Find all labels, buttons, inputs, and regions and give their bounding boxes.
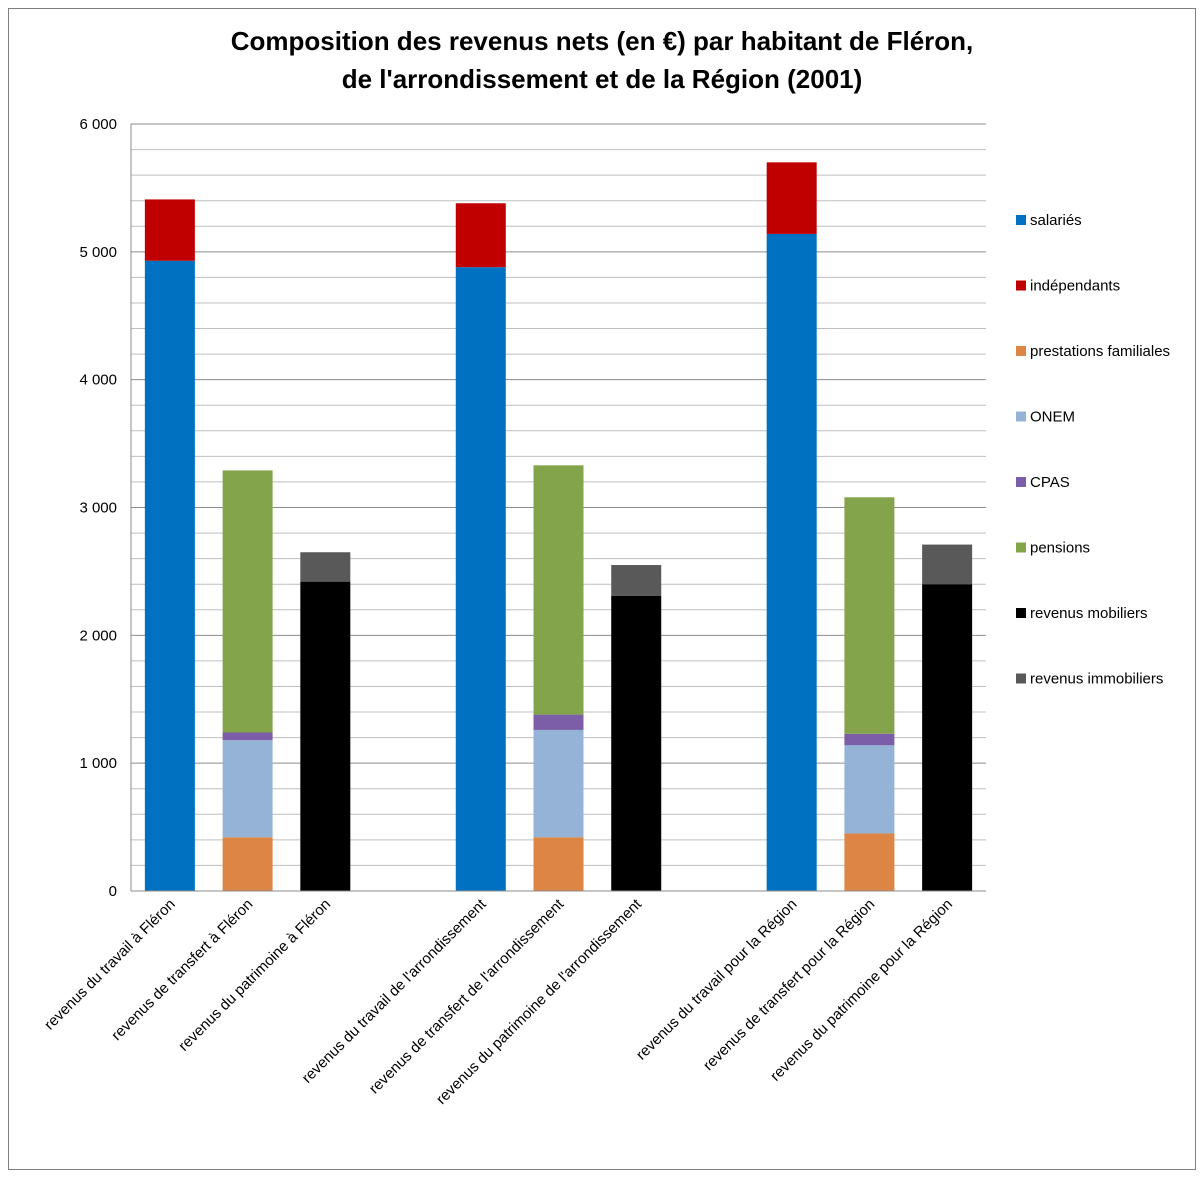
- bar-segment-5-7: [844, 497, 895, 734]
- legend-swatch: [1016, 411, 1026, 422]
- legend-swatch: [1016, 477, 1026, 487]
- legend-swatch: [1016, 215, 1026, 225]
- y-tick-label: 5 000: [79, 244, 117, 261]
- legend-label: revenus immobiliers: [1030, 671, 1163, 688]
- bar-segment-6-5: [611, 595, 662, 891]
- bar-segment-0-0: [144, 260, 195, 891]
- bar-segment-1-6: [766, 162, 817, 234]
- bar-segment-0-6: [766, 233, 817, 892]
- legend-label: salariés: [1030, 212, 1082, 229]
- bar-segment-2-4: [533, 837, 584, 891]
- legend-label: prestations familiales: [1030, 343, 1170, 360]
- x-category-label: revenus de transfert à Fléron: [108, 896, 256, 1044]
- bar-segment-4-7: [844, 733, 895, 746]
- bar-segment-2-7: [844, 833, 895, 891]
- bar-segment-6-8: [922, 584, 973, 891]
- bar-segment-7-5: [611, 565, 662, 596]
- bar-segment-7-8: [922, 544, 973, 585]
- bar-segment-2-1: [222, 837, 273, 891]
- legend-swatch: [1016, 673, 1026, 684]
- chart-title-line-1: Composition des revenus nets (en €) par …: [230, 26, 974, 56]
- legend-swatch: [1016, 346, 1026, 356]
- legend-swatch: [1016, 608, 1026, 618]
- bar-segment-6-2: [300, 581, 351, 891]
- chart-frame: [8, 8, 1196, 1170]
- bar-segment-4-1: [222, 732, 273, 741]
- legend-label: indépendants: [1030, 278, 1120, 295]
- x-category-label: revenus du travail à Fléron: [41, 896, 179, 1034]
- bar-segment-1-3: [455, 203, 506, 268]
- bar-segment-4-4: [533, 714, 584, 730]
- y-tick-label: 4 000: [79, 372, 117, 389]
- bar-segment-0-3: [455, 267, 506, 891]
- bars: [144, 162, 973, 892]
- bar-segment-5-1: [222, 470, 273, 733]
- legend-label: ONEM: [1030, 409, 1075, 426]
- y-tick-label: 3 000: [79, 500, 117, 517]
- legend-label: CPAS: [1030, 474, 1070, 491]
- chart-title-line-2: de l'arrondissement et de la Région (200…: [341, 64, 863, 94]
- bar-segment-3-1: [222, 740, 273, 838]
- x-category-label: revenus du patrimoine à Fléron: [175, 896, 334, 1055]
- x-category-label: revenus de transfert pour la Région: [700, 896, 878, 1074]
- bar-segment-3-4: [533, 729, 584, 838]
- legend-label: pensions: [1030, 540, 1090, 557]
- x-category-label: revenus du travail pour la Région: [633, 896, 801, 1064]
- y-tick-label: 1 000: [79, 755, 117, 772]
- legend-label: revenus mobiliers: [1030, 605, 1148, 622]
- legend-swatch: [1016, 280, 1026, 291]
- bar-segment-5-4: [533, 465, 584, 715]
- legend: salariés indépendants prestations familial…: [1016, 212, 1170, 688]
- bar-segment-3-7: [844, 745, 895, 834]
- y-tick-label: 2 000: [79, 627, 117, 644]
- bar-segment-1-0: [144, 199, 195, 261]
- y-tick-label: 0: [109, 883, 117, 900]
- y-tick-label: 6 000: [79, 116, 117, 133]
- chart-title: Composition des revenus nets (en €) par …: [0, 22, 1204, 98]
- legend-swatch: [1016, 542, 1026, 553]
- y-axis: 0 1 000 2 000 3 000 4 000 5 000 6 000: [79, 116, 132, 900]
- bar-segment-7-2: [300, 552, 351, 582]
